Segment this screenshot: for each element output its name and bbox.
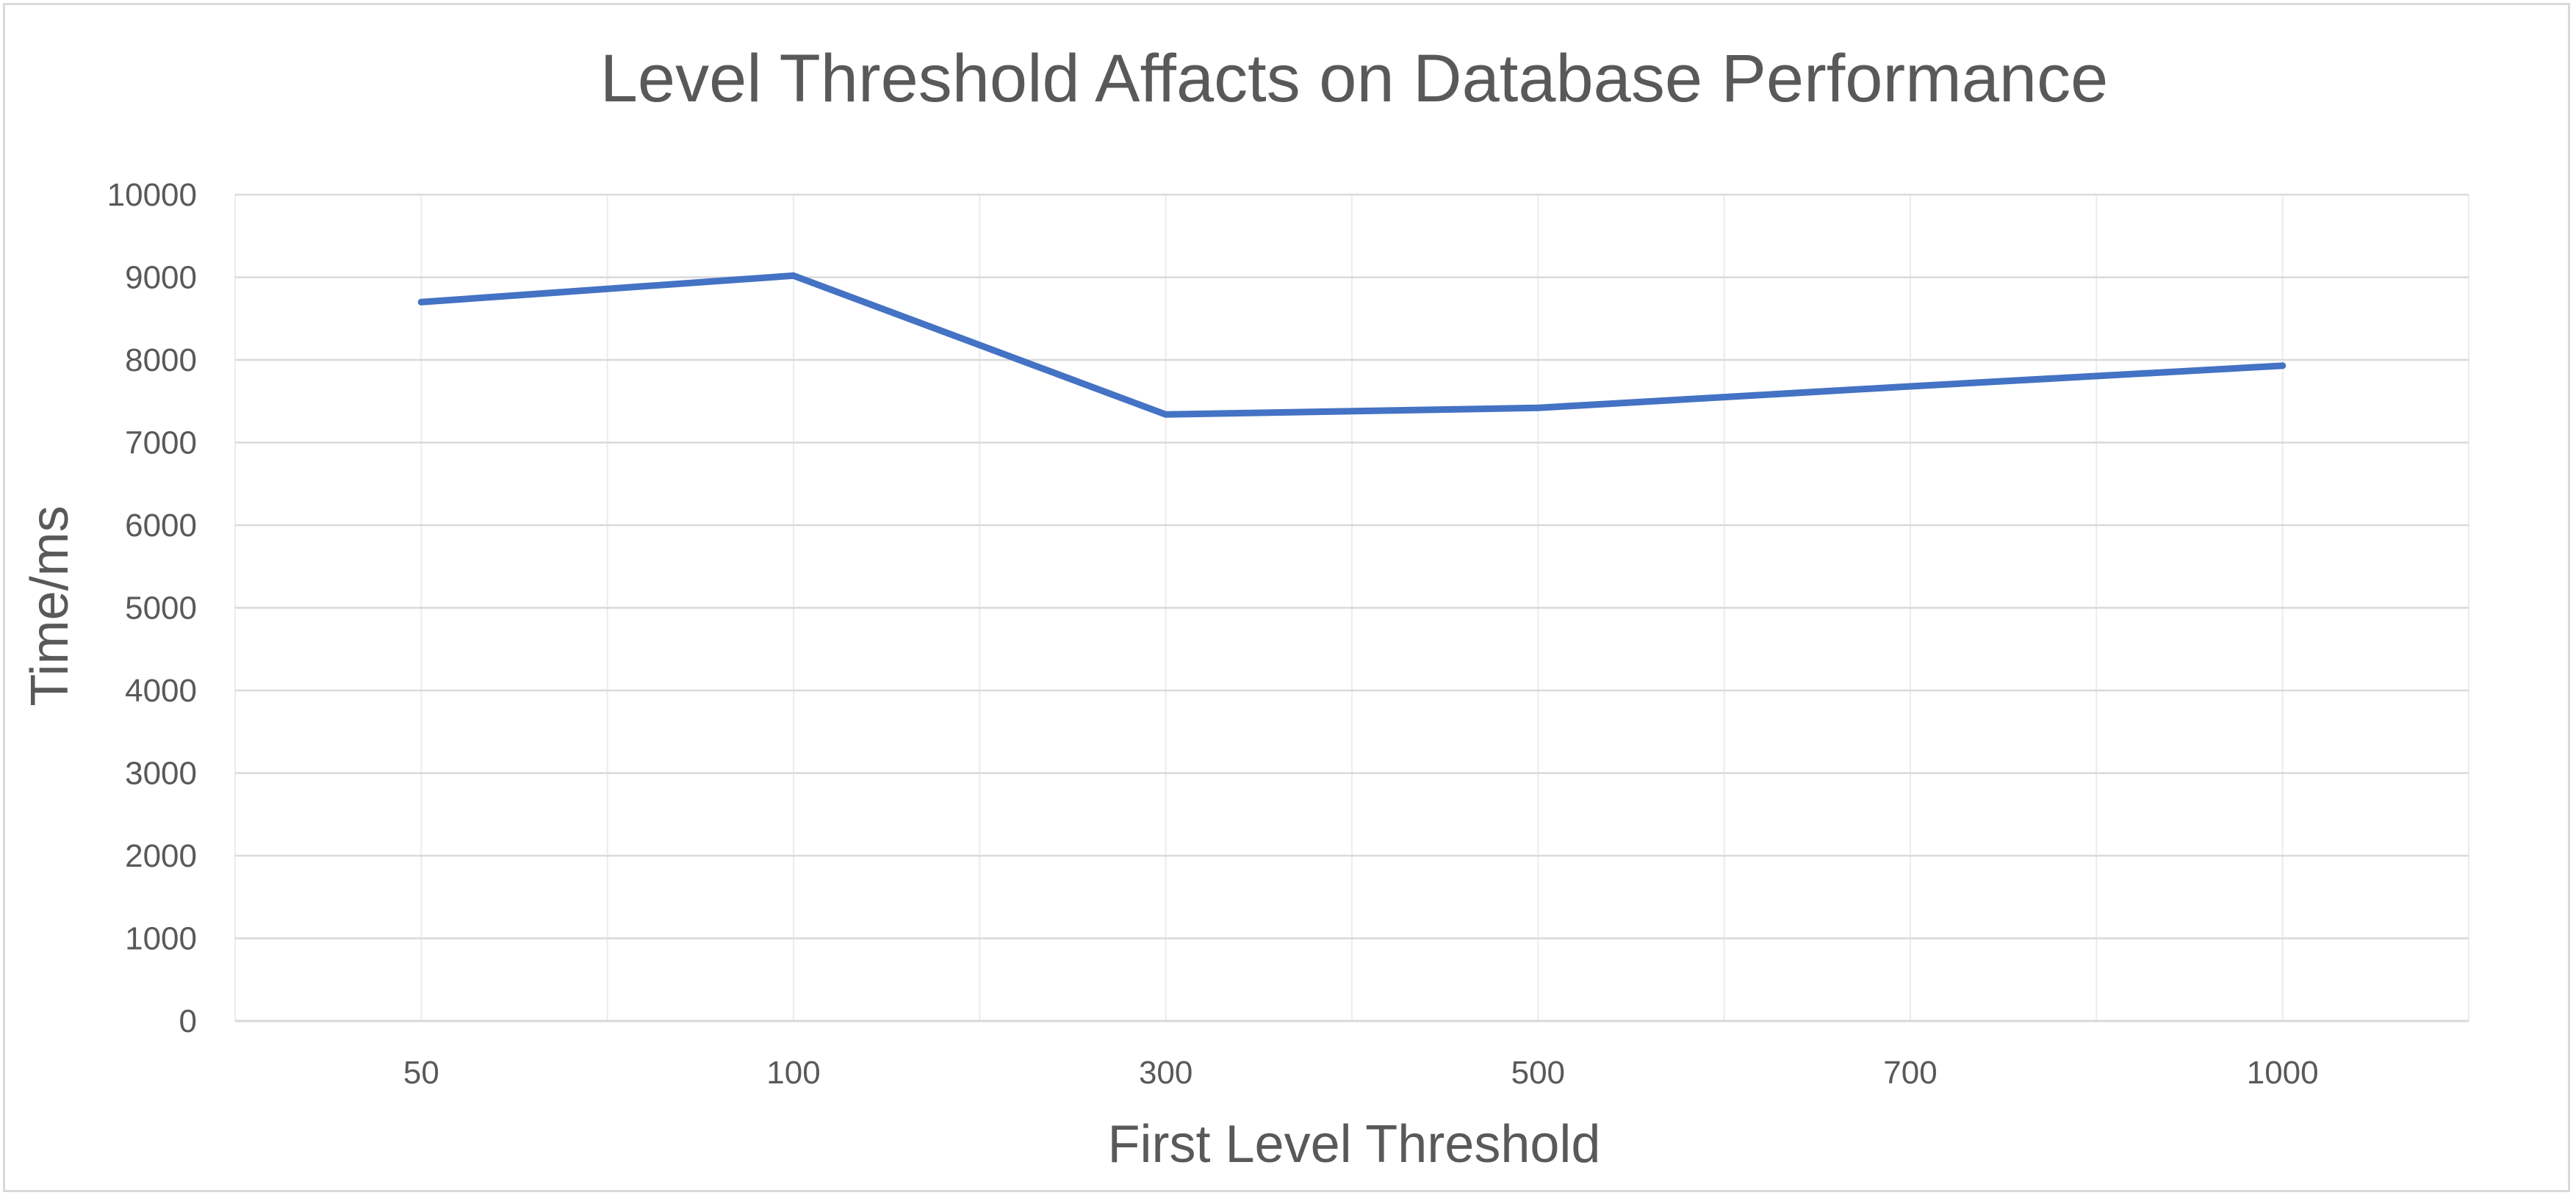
series-line xyxy=(417,272,2287,418)
series-layer xyxy=(417,272,2287,418)
gridlines xyxy=(234,193,2469,1021)
data-point xyxy=(1907,383,1914,390)
x-tick-label: 500 xyxy=(1511,1055,1565,1091)
chart-title: Level Threshold Affacts on Database Perf… xyxy=(600,41,2108,116)
y-tick-label: 7000 xyxy=(125,425,197,461)
x-tick-label: 700 xyxy=(1883,1055,1937,1091)
y-tick-label: 8000 xyxy=(125,342,197,378)
y-tick-label: 4000 xyxy=(125,673,197,709)
data-point xyxy=(2279,362,2287,369)
x-tick-label: 50 xyxy=(403,1055,439,1091)
y-tick-label: 1000 xyxy=(125,921,197,957)
y-tick-label: 10000 xyxy=(107,177,197,213)
y-tick-label: 3000 xyxy=(125,756,197,792)
data-point xyxy=(1162,411,1170,418)
y-tick-label: 2000 xyxy=(125,838,197,874)
y-tick-label: 6000 xyxy=(125,508,197,544)
data-point xyxy=(790,272,797,279)
data-point xyxy=(1534,404,1541,411)
tick-labels: 0 1000 2000 3000 4000 5000 6000 7000 8000 9000 100… xyxy=(107,177,2319,1091)
y-tick-label: 5000 xyxy=(125,591,197,627)
x-tick-label: 100 xyxy=(766,1055,820,1091)
x-tick-label: 300 xyxy=(1139,1055,1192,1091)
data-point xyxy=(417,298,425,306)
y-tick-label: 0 xyxy=(179,1003,197,1039)
x-tick-label: 1000 xyxy=(2247,1055,2319,1091)
x-axis-title: First Level Threshold xyxy=(1108,1115,1601,1174)
y-axis-title: Time/ms xyxy=(21,505,79,706)
chart-frame xyxy=(3,3,2570,1192)
y-tick-label: 9000 xyxy=(125,260,197,296)
